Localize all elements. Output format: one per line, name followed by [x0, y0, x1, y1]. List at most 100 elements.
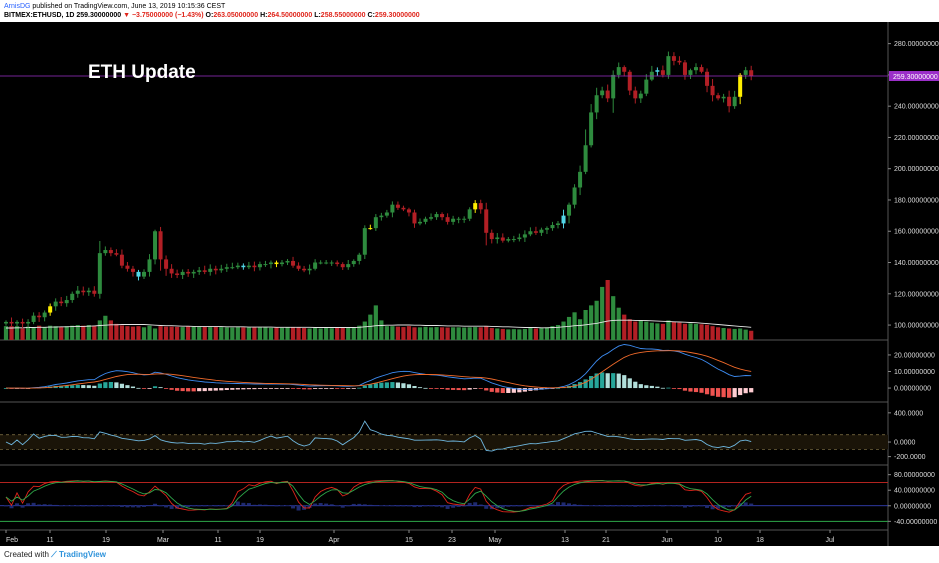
macd-histogram-bar: [202, 388, 207, 392]
candle-body: [500, 237, 505, 241]
macd-histogram-bar: [406, 384, 412, 389]
stochastic-histogram-bar: [202, 505, 207, 507]
stochastic-histogram-bar: [440, 505, 445, 508]
oscillator-axis-label: 0.0000: [894, 440, 916, 447]
candle-body: [379, 215, 384, 218]
stochastic-histogram-bar: [660, 505, 665, 507]
symbol-label: BITMEX:ETHUSD, 1D: [4, 12, 75, 19]
candle-body: [390, 204, 395, 213]
stochastic-histogram-bar: [158, 505, 163, 507]
stochastic-histogram-bar: [285, 505, 290, 507]
time-axis-label: 13: [561, 537, 569, 544]
volume-bar: [682, 323, 688, 340]
volume-bar: [434, 327, 439, 340]
stochastic-histogram-bar: [224, 505, 229, 507]
price-axis-label: 240.00000000: [894, 104, 939, 111]
volume-bar: [688, 323, 693, 340]
macd-histogram-bar: [324, 388, 329, 389]
stochastic-histogram-bar: [4, 505, 8, 507]
candle-body: [48, 306, 53, 313]
volume-bar: [186, 326, 191, 340]
candle-body: [522, 234, 527, 238]
candle-body: [280, 262, 284, 265]
candle-body: [638, 93, 643, 99]
volume-bar: [633, 321, 638, 340]
macd-histogram-bar: [263, 388, 268, 389]
volume-bar: [384, 326, 389, 340]
stochastic-histogram-bar: [666, 505, 671, 506]
volume-bar: [710, 326, 715, 340]
signal-line: [6, 350, 752, 389]
volume-bar: [9, 326, 14, 340]
volume-bar: [627, 319, 632, 340]
stochastic-histogram-bar: [600, 505, 605, 507]
candle-body: [340, 264, 345, 268]
candle-body: [395, 204, 400, 208]
stochastic-histogram-bar: [252, 504, 257, 506]
stochastic-histogram-bar: [633, 505, 638, 507]
volume-bar: [285, 327, 290, 340]
chart-header: ArnisDG published on TradingView.com, Ju…: [0, 0, 939, 22]
macd-histogram-bar: [627, 378, 632, 389]
publish-info: published on TradingView.com, June 13, 2…: [32, 3, 226, 10]
volume-bar: [25, 326, 31, 340]
volume-bar: [335, 327, 340, 340]
volume-bar: [42, 327, 47, 340]
candle-body: [644, 79, 649, 94]
volume-bar: [313, 327, 318, 340]
candle-body: [528, 231, 533, 235]
macd-histogram-bar: [296, 388, 301, 389]
macd-histogram-bar: [379, 382, 384, 389]
volume-bar: [428, 327, 434, 340]
stochastic-histogram-bar: [611, 505, 616, 507]
candle-body: [70, 293, 75, 301]
candle-body: [368, 228, 373, 230]
volume-bar: [180, 327, 185, 340]
macd-histogram-bar: [373, 383, 378, 389]
macd-histogram-bar: [346, 388, 351, 389]
volume-bar: [611, 296, 616, 340]
stochastic-histogram-bar: [108, 505, 113, 507]
candle-body: [26, 321, 31, 324]
stochastic-histogram-bar: [346, 505, 351, 507]
candle-body: [611, 74, 616, 99]
volume-bar: [544, 327, 550, 340]
candle-body: [721, 96, 726, 99]
stochastic-histogram-bar: [384, 505, 389, 507]
candle-body: [418, 221, 422, 224]
volume-bar: [92, 325, 97, 340]
volume-bar: [230, 327, 235, 340]
price-axis-label: 160.00000000: [894, 229, 939, 236]
stochastic-histogram-bar: [37, 504, 42, 506]
candle-body: [274, 262, 279, 265]
oscillator-line: [5, 420, 752, 452]
close-label: C:: [367, 12, 375, 19]
tradingview-logo: ⟋: [51, 550, 57, 559]
macd-histogram-bar: [677, 388, 682, 390]
stochastic-histogram-bar: [291, 505, 296, 509]
stochastic-histogram-bar: [241, 502, 246, 506]
stochastic-histogram-bar: [749, 503, 754, 506]
volume-bar: [125, 326, 130, 340]
chart-canvas[interactable]: 280.00000000260.00000000240.00000000220.…: [0, 22, 939, 546]
author-name[interactable]: ArnisDG: [4, 3, 31, 10]
stochastic-histogram-bar: [694, 505, 698, 507]
macd-histogram-bar: [611, 373, 616, 389]
candle-body: [445, 217, 450, 222]
candle-body: [699, 67, 704, 72]
volume-bar: [605, 280, 610, 340]
footer-brand[interactable]: TradingView: [59, 550, 106, 559]
stochastic-histogram-bar: [500, 505, 505, 508]
stochastic-histogram-bar: [456, 505, 461, 507]
candle-body: [627, 71, 632, 91]
candle-body: [202, 270, 207, 272]
stochastic-histogram-bar: [517, 505, 522, 507]
volume-bar: [241, 327, 246, 340]
stochastic-histogram-bar: [324, 503, 329, 506]
volume-bar: [357, 325, 362, 340]
macd-histogram-bar: [743, 388, 748, 394]
macd-histogram-bar: [197, 388, 202, 392]
volume-bar: [136, 326, 141, 340]
stochastic-histogram-bar: [379, 505, 384, 507]
volume-bar: [395, 326, 401, 340]
